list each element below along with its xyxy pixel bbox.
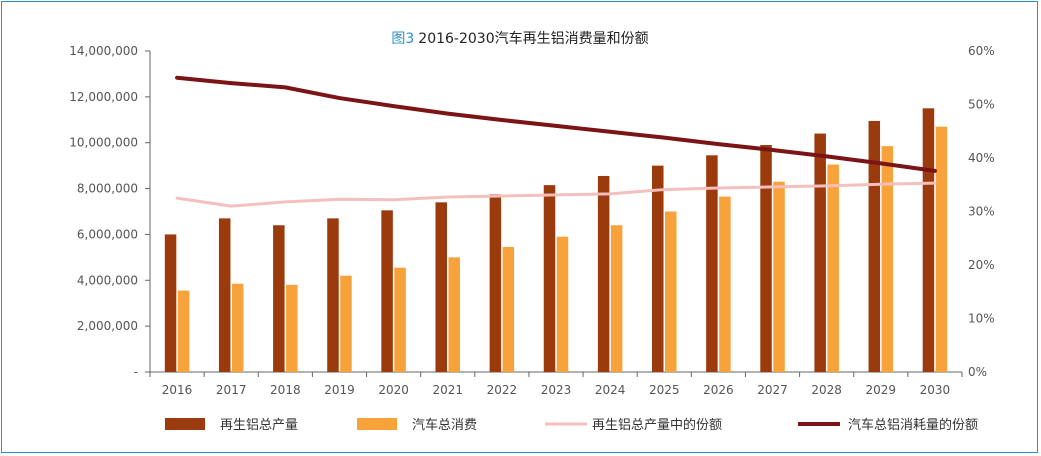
bar-auto-consumption (610, 225, 623, 372)
bar-recycled-output (652, 165, 664, 372)
x-tick-label: 2017 (216, 383, 247, 397)
x-tick-label: 2028 (811, 383, 842, 397)
bar-auto-consumption (773, 181, 785, 372)
y-right-tick-label: 60% (968, 44, 995, 58)
y-right-tick-label: 50% (968, 98, 995, 112)
bar-recycled-output (814, 133, 826, 372)
chart-title-text: 2016-2030汽车再生铝消费量和份额 (418, 30, 648, 47)
chart-title: 图3 2016-2030汽车再生铝消费量和份额 (391, 30, 648, 47)
legend-label: 汽车总铝消耗量的份额 (848, 417, 978, 433)
bar-recycled-output (922, 108, 935, 373)
bar-recycled-output (543, 185, 556, 372)
bar-auto-consumption (827, 164, 839, 372)
x-tick-label: 2027 (757, 383, 788, 397)
x-tick-label: 2019 (324, 383, 355, 397)
bar-recycled-output (164, 234, 177, 372)
bar-recycled-output (218, 218, 231, 372)
legend-label: 再生铝总产量 (220, 418, 298, 433)
y-right-tick-label: 30% (968, 205, 995, 219)
x-tick-label: 2020 (378, 383, 409, 397)
bar-recycled-output (273, 225, 285, 372)
y-right-tick-label: 20% (968, 258, 995, 272)
legend-swatch (357, 418, 397, 430)
bar-auto-consumption (394, 267, 406, 372)
bar-auto-consumption (556, 236, 569, 372)
bar-recycled-output (327, 218, 339, 372)
bar-auto-consumption (448, 257, 460, 372)
y-left-tick-label: 2,000,000 (77, 319, 138, 333)
bar-auto-consumption (502, 247, 515, 372)
x-tick-label: 2024 (595, 383, 626, 397)
bar-recycled-output (381, 210, 393, 372)
x-tick-label: 2022 (487, 383, 518, 397)
x-tick-label: 2029 (866, 383, 897, 397)
line-share-of-recycled-output (175, 181, 937, 208)
line-share-of-auto-aluminum (175, 75, 937, 173)
bar-auto-consumption (286, 284, 298, 372)
legend-swatch (165, 418, 205, 430)
bar-auto-consumption (881, 146, 894, 372)
bar-auto-consumption (340, 275, 352, 372)
legend-label: 汽车总消费 (412, 417, 477, 433)
y-left-tick-label: - (134, 365, 138, 379)
x-tick-label: 2023 (541, 383, 572, 397)
bar-recycled-output (868, 120, 881, 372)
y-left-tick-label: 4,000,000 (77, 273, 138, 287)
bar-recycled-output (489, 194, 502, 372)
x-tick-label: 2021 (432, 383, 463, 397)
bar-recycled-output (760, 145, 772, 372)
y-right-tick-label: 10% (968, 312, 995, 326)
x-tick-label: 2026 (703, 383, 734, 397)
bar-auto-consumption (719, 196, 731, 372)
y-left-tick-label: 10,000,000 (69, 136, 138, 150)
bar-auto-consumption (665, 211, 677, 372)
y-left-tick-label: 12,000,000 (69, 90, 138, 104)
y-right-tick-label: 40% (968, 151, 995, 165)
x-tick-label: 2016 (162, 383, 193, 397)
y-left-tick-label: 6,000,000 (77, 227, 138, 241)
x-tick-label: 2025 (649, 383, 680, 397)
y-right-tick-label: 0% (968, 365, 987, 379)
x-tick-label: 2018 (270, 383, 301, 397)
legend-label: 再生铝总产量中的份额 (592, 417, 722, 433)
chart-title-prefix: 图3 (391, 31, 414, 47)
y-left-tick-label: 14,000,000 (69, 44, 138, 58)
x-tick-label: 2030 (920, 383, 951, 397)
y-left-tick-label: 8,000,000 (77, 182, 138, 196)
bar-recycled-output (597, 175, 610, 372)
bar-auto-consumption (935, 126, 948, 373)
bar-auto-consumption (177, 290, 190, 372)
bar-recycled-output (706, 155, 718, 372)
bar-auto-consumption (231, 283, 244, 372)
bar-recycled-output (435, 202, 447, 372)
